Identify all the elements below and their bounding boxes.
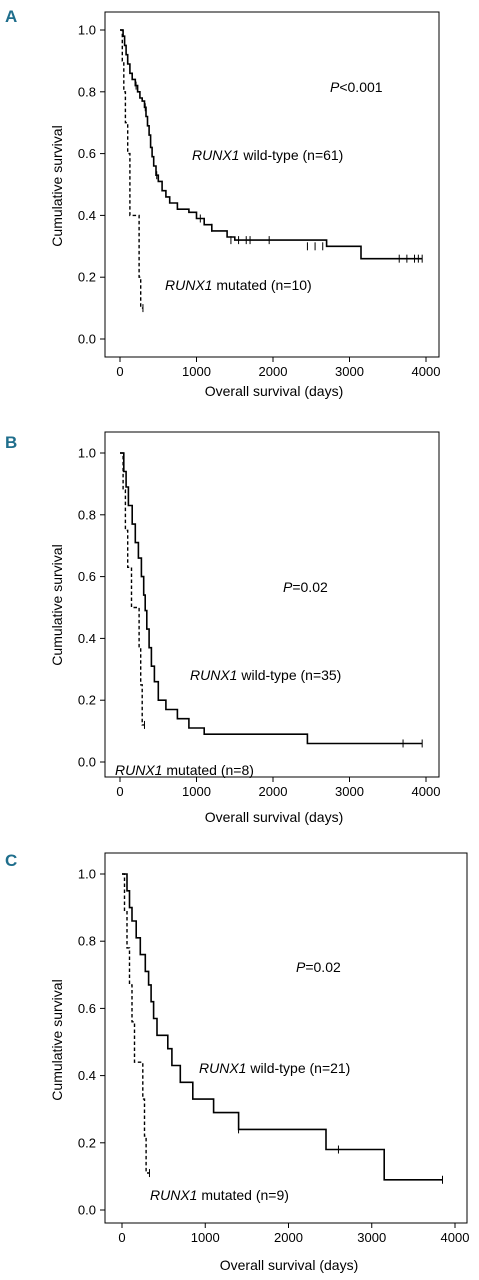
x-tick-label: 0 <box>116 364 123 379</box>
mutated-survival-curve <box>122 873 150 1174</box>
x-tick-label: 1000 <box>182 784 211 799</box>
x-tick-label: 4000 <box>412 364 441 379</box>
wildtype-series-label: RUNX1 wild-type (n=21) <box>199 1060 350 1076</box>
y-tick-label: 0.6 <box>78 569 96 584</box>
x-tick-label: 2000 <box>259 364 288 379</box>
panel-label: C <box>5 851 17 870</box>
mutated-series-label: RUNX1 mutated (n=8) <box>115 762 254 778</box>
x-tick-label: 1000 <box>191 1230 220 1245</box>
x-tick-label: 4000 <box>412 784 441 799</box>
wildtype-survival-curve <box>120 29 423 260</box>
x-tick-label: 3000 <box>335 364 364 379</box>
panel-label: B <box>5 433 17 452</box>
wildtype-survival-curve <box>122 873 443 1181</box>
plot-frame <box>104 11 440 358</box>
x-tick-label: 2000 <box>259 784 288 799</box>
chart-panel-C: C 0.0 0.2 0.4 0.6 0.8 1.0 0 1000 2000 3000 4000 Cumu… <box>5 851 469 1273</box>
y-tick-label: 0.2 <box>78 1135 96 1150</box>
y-tick-label: 0.2 <box>78 693 96 708</box>
y-axis-label: Cumulative survival <box>49 544 65 665</box>
p-value-label: P=0.02 <box>283 579 328 595</box>
mutated-series-label: RUNX1 mutated (n=10) <box>165 277 312 293</box>
x-axis-label: Overall survival (days) <box>220 1257 358 1273</box>
y-tick-label: 0.4 <box>78 1068 96 1083</box>
x-axis-label: Overall survival (days) <box>205 809 343 825</box>
y-axis-label: Cumulative survival <box>49 125 65 246</box>
mutated-series-label: RUNX1 mutated (n=9) <box>150 1187 289 1203</box>
y-tick-label: 0.0 <box>78 1203 96 1218</box>
x-tick-label: 4000 <box>441 1230 470 1245</box>
wildtype-series-label: RUNX1 wild-type (n=61) <box>192 147 343 163</box>
panel-label: A <box>5 7 17 26</box>
y-tick-label: 0.0 <box>78 332 96 347</box>
y-tick-label: 0.6 <box>78 146 96 161</box>
p-value-label: P<0.001 <box>330 79 383 95</box>
y-tick-label: 0.8 <box>78 934 96 949</box>
y-tick-label: 1.0 <box>78 23 96 38</box>
y-tick-label: 0.0 <box>78 755 96 770</box>
x-tick-label: 1000 <box>182 364 211 379</box>
p-value-label: P=0.02 <box>296 959 341 975</box>
mutated-survival-curve <box>120 29 143 309</box>
y-tick-label: 0.8 <box>78 84 96 99</box>
chart-panel-B: B 0.0 0.2 0.4 0.6 0.8 1.0 0 1000 2000 3000 4000 Cumu… <box>5 431 441 825</box>
x-tick-label: 3000 <box>335 784 364 799</box>
y-tick-label: 1.0 <box>78 446 96 461</box>
mutated-survival-curve <box>120 452 145 726</box>
y-tick-label: 0.6 <box>78 1001 96 1016</box>
wildtype-survival-curve <box>120 452 423 745</box>
y-tick-label: 0.2 <box>78 270 96 285</box>
x-tick-label: 0 <box>118 1230 125 1245</box>
y-tick-label: 0.4 <box>78 631 96 646</box>
chart-panel-A: A 0.0 0.2 0.4 0.6 0.8 1.0 0 1000 2000 3000 4000 Cumu… <box>5 7 440 399</box>
y-tick-label: 0.4 <box>78 208 96 223</box>
x-tick-label: 3000 <box>357 1230 386 1245</box>
x-tick-label: 0 <box>116 784 123 799</box>
y-tick-label: 0.8 <box>78 507 96 522</box>
y-axis-label: Cumulative survival <box>49 979 65 1100</box>
x-tick-label: 2000 <box>274 1230 303 1245</box>
x-axis-label: Overall survival (days) <box>205 383 343 399</box>
plot-frame <box>104 431 440 778</box>
y-tick-label: 1.0 <box>78 867 96 882</box>
plot-frame <box>104 852 468 1224</box>
wildtype-series-label: RUNX1 wild-type (n=35) <box>190 667 341 683</box>
